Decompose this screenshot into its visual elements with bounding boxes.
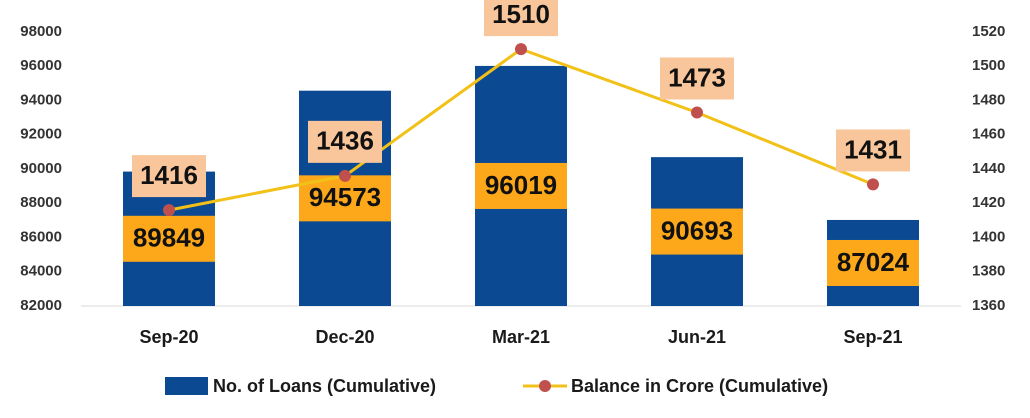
y-tick-label: 82000	[20, 297, 62, 314]
line-marker	[515, 43, 527, 56]
data-label: 89849	[133, 223, 205, 253]
data-label: 1416	[140, 160, 198, 190]
y-tick-label: 86000	[20, 228, 62, 245]
y-tick-label: 84000	[20, 263, 62, 280]
data-label: 1510	[492, 0, 550, 29]
y2-tick-label: 1480	[972, 91, 1005, 108]
legend-swatch	[165, 377, 208, 395]
line-marker	[339, 169, 351, 182]
legend-label: No. of Loans (Cumulative)	[213, 376, 436, 396]
y-tick-label: 90000	[20, 160, 62, 177]
data-label-box	[836, 129, 910, 172]
y-tick-label: 96000	[20, 57, 62, 74]
data-label: 87024	[837, 247, 910, 277]
line-marker	[163, 204, 175, 217]
y2-tick-label: 1460	[972, 126, 1005, 143]
data-label-box	[308, 120, 382, 163]
y-tick-label: 98000	[20, 23, 62, 40]
data-label-box	[827, 239, 919, 286]
y2-tick-label: 1360	[972, 297, 1005, 314]
y2-tick-label: 1520	[972, 23, 1005, 40]
y-tick-label: 94000	[20, 91, 62, 108]
data-label: 1436	[316, 126, 374, 156]
data-label: 1473	[668, 62, 726, 92]
data-label: 96019	[485, 170, 557, 200]
y2-tick-label: 1500	[972, 57, 1005, 74]
x-tick-label: Mar-21	[492, 327, 550, 347]
x-tick-label: Dec-20	[315, 327, 374, 347]
data-label-box	[484, 0, 558, 37]
legend-marker	[539, 380, 551, 392]
x-tick-label: Sep-21	[843, 327, 902, 347]
data-label-box	[123, 215, 215, 262]
y2-tick-label: 1400	[972, 228, 1005, 245]
y-tick-label: 88000	[20, 194, 62, 211]
data-label-box	[660, 57, 734, 100]
data-label-box	[132, 155, 206, 198]
y2-tick-label: 1440	[972, 160, 1005, 177]
y2-tick-label: 1420	[972, 194, 1005, 211]
y-tick-label: 92000	[20, 126, 62, 143]
line-marker	[867, 178, 879, 191]
x-tick-label: Jun-21	[668, 327, 726, 347]
legend-label: Balance in Crore (Cumulative)	[571, 376, 828, 396]
line-marker	[691, 106, 703, 119]
data-label: 94573	[309, 182, 381, 212]
data-label-box	[651, 208, 743, 255]
data-label: 90693	[661, 215, 733, 245]
x-tick-label: Sep-20	[139, 327, 198, 347]
data-label-box	[475, 162, 567, 209]
y2-tick-label: 1380	[972, 263, 1005, 280]
data-label: 1431	[844, 134, 902, 164]
